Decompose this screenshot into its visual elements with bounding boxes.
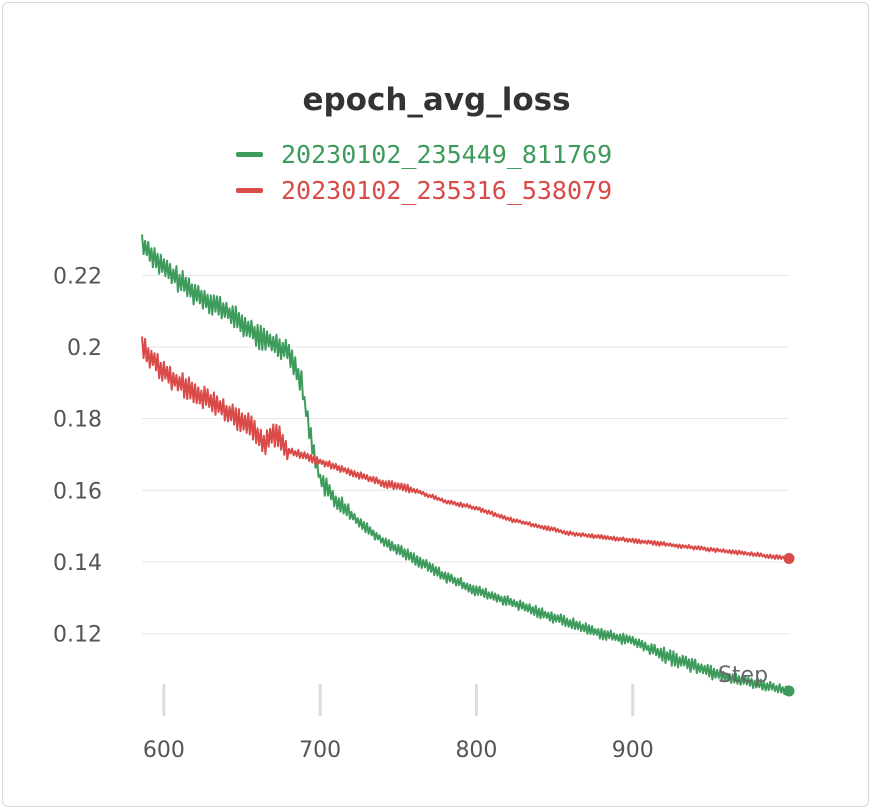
y-tick-label: 0.18 — [53, 408, 102, 433]
legend-item-series-2[interactable]: 20230102_235316_538079 — [236, 172, 612, 208]
legend-item-series-1[interactable]: 20230102_235449_811769 — [236, 136, 612, 172]
y-tick-label: 0.12 — [53, 623, 102, 648]
x-tick-label: 900 — [612, 738, 654, 763]
x-tick-label: 600 — [143, 738, 185, 763]
x-tick-label: 800 — [455, 738, 497, 763]
legend-label-series-1: 20230102_235449_811769 — [281, 139, 613, 169]
series-line-1[interactable] — [141, 234, 790, 696]
series-group — [141, 234, 795, 697]
legend-swatch-series-2 — [236, 187, 263, 193]
x-tick-label: 700 — [299, 738, 341, 763]
y-axis: 0.12 0.14 0.16 0.18 0.2 0.22 — [53, 264, 102, 647]
legend: 20230102_235449_811769 20230102_235316_5… — [236, 136, 612, 208]
legend-swatch-series-1 — [236, 151, 263, 157]
x-axis: 600 700 800 900 — [143, 684, 654, 763]
y-tick-label: 0.2 — [67, 336, 102, 361]
legend-label-series-2: 20230102_235316_538079 — [281, 175, 613, 205]
x-axis-label: Step — [718, 663, 768, 688]
y-tick-label: 0.16 — [53, 479, 102, 504]
grid-lines — [142, 274, 789, 635]
y-tick-label: 0.22 — [53, 264, 102, 289]
series-line-2[interactable] — [141, 336, 790, 562]
series-end-point-1[interactable] — [783, 685, 795, 697]
chart-title: epoch_avg_loss — [302, 82, 571, 118]
series-end-point-2[interactable] — [783, 552, 795, 564]
y-tick-label: 0.14 — [53, 551, 102, 576]
